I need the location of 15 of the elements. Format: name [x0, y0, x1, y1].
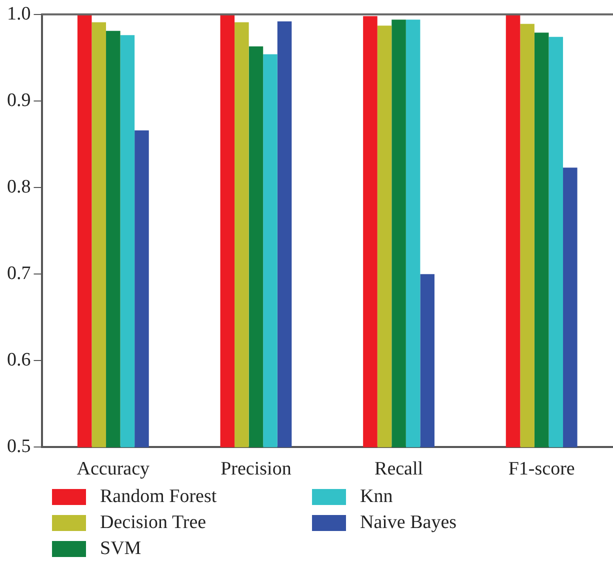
- legend-label: SVM: [100, 538, 142, 560]
- legend-label: Knn: [360, 486, 393, 508]
- y-tick-label: 1.0: [7, 3, 31, 24]
- y-tick-label: 0.9: [7, 90, 31, 111]
- legend-label: Decision Tree: [100, 512, 206, 534]
- y-tick-label: 0.8: [7, 176, 31, 198]
- x-tick-label: Accuracy: [76, 458, 150, 480]
- legend-label: Random Forest: [100, 486, 217, 508]
- x-tick-label: Precision: [220, 458, 292, 480]
- legend-label: Naive Bayes: [360, 512, 457, 534]
- x-tick-label: F1-score: [508, 458, 575, 480]
- y-tick-label: 0.7: [7, 263, 31, 284]
- y-tick-label: 0.5: [7, 436, 31, 458]
- y-tick-label: 0.6: [7, 350, 31, 371]
- x-tick-label: Recall: [374, 458, 424, 480]
